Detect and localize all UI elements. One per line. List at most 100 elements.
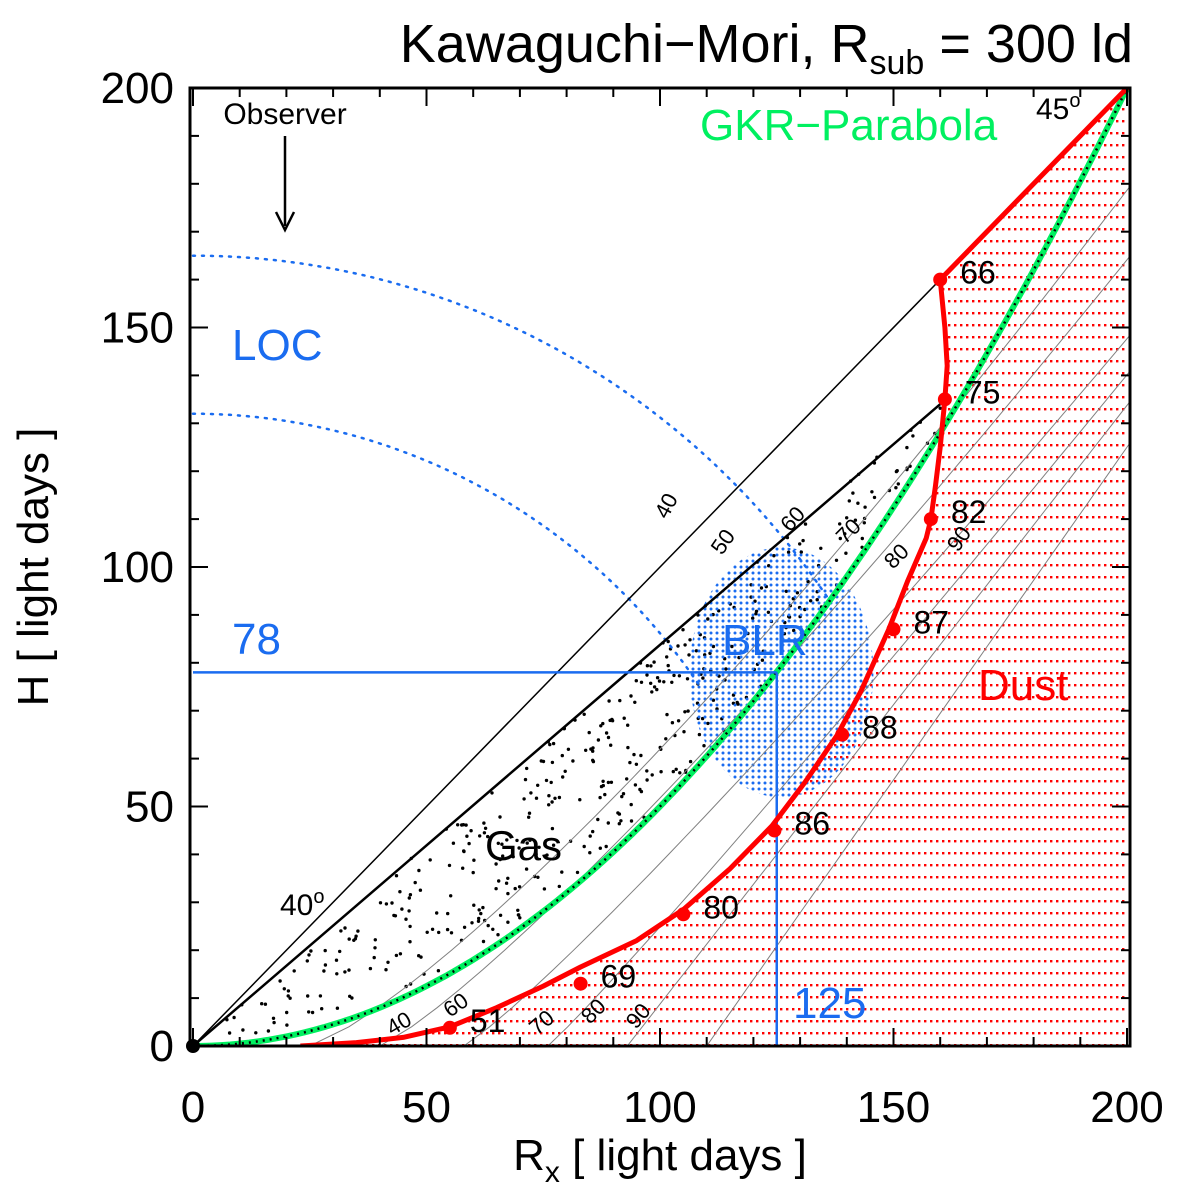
- gas-point: [525, 841, 529, 845]
- gas-point: [604, 731, 609, 735]
- y-tick-label: 0: [150, 1022, 174, 1071]
- gas-point: [650, 773, 654, 777]
- gas-point: [462, 925, 467, 929]
- gas-point: [938, 406, 942, 410]
- inclination-label-70: 70: [831, 514, 866, 549]
- gas-point: [373, 946, 377, 950]
- title-suffix: = 300 ld: [924, 14, 1133, 74]
- gas-point: [500, 842, 504, 846]
- gas-point: [662, 680, 666, 684]
- gas-point: [606, 821, 610, 825]
- gkr-parabola-dots: [192, 88, 1129, 1046]
- gas-point: [506, 920, 510, 924]
- gas-point: [676, 719, 681, 723]
- gas-point: [607, 699, 611, 703]
- gas-point: [445, 927, 450, 932]
- gas-point: [603, 792, 607, 797]
- gas-point: [591, 758, 595, 762]
- gas-point: [430, 927, 435, 931]
- gas-point: [655, 687, 659, 692]
- gas-point: [670, 680, 674, 684]
- gas-point: [688, 759, 693, 764]
- gas-point: [483, 918, 487, 923]
- inclination-curves: [309, 185, 1130, 1046]
- gas-point: [536, 783, 540, 787]
- gas-point: [609, 743, 613, 747]
- gas-point: [542, 887, 547, 891]
- gas-point: [525, 766, 529, 771]
- gas-point: [278, 979, 282, 983]
- gas-point: [798, 542, 802, 546]
- gas-point: [672, 673, 676, 678]
- gas-point: [306, 994, 310, 998]
- gas-point: [518, 916, 522, 920]
- gas-point: [307, 953, 311, 957]
- gas-point: [408, 940, 412, 944]
- gas-point: [819, 546, 823, 550]
- tick-labels: 0 50 100 150 200 0 50 100 150 200: [101, 64, 1164, 1132]
- gas-point: [547, 794, 551, 798]
- gas-point: [407, 909, 411, 913]
- gas-point: [620, 794, 624, 799]
- y-tick-label: 150: [101, 304, 174, 353]
- dust-marker-51: [442, 1020, 457, 1035]
- title-subscript: sub: [870, 44, 925, 82]
- gas-point: [477, 916, 481, 921]
- gas-point: [476, 919, 481, 923]
- gas-point: [469, 829, 473, 833]
- gas-point: [665, 712, 669, 717]
- gas-point: [338, 949, 342, 954]
- gas-point: [617, 822, 621, 826]
- gas-point: [353, 937, 358, 941]
- gas-point: [309, 949, 313, 953]
- gas-point: [390, 901, 394, 905]
- inclination-label-60: 60: [775, 501, 810, 536]
- gas-point: [522, 797, 526, 801]
- gas-point: [386, 960, 390, 964]
- gas-point: [286, 994, 290, 998]
- gas-point: [659, 770, 663, 774]
- x-tick-label: 100: [623, 1083, 696, 1132]
- gas-point: [241, 1028, 245, 1032]
- gas-point: [621, 792, 626, 796]
- gas-point: [400, 907, 404, 911]
- gas-point: [498, 815, 502, 819]
- gas-point: [665, 655, 669, 659]
- gas-point: [652, 685, 657, 689]
- dust-marker-label-87: 87: [914, 604, 950, 640]
- gas-point: [446, 911, 450, 916]
- x-tick-label: 150: [857, 1083, 930, 1132]
- gas-point: [657, 679, 662, 683]
- gas-point: [292, 969, 296, 973]
- dust-marker-label-80: 80: [703, 889, 739, 925]
- gas-point: [368, 966, 373, 971]
- gas-point: [310, 1010, 315, 1015]
- inclination-label-40: 40: [649, 489, 683, 522]
- angle-40-value: 40: [280, 889, 313, 922]
- gas-point: [494, 887, 498, 891]
- gas-point: [384, 902, 389, 906]
- tick-layer: [190, 87, 1130, 1047]
- x-axis-label-suffix: [ light days ]: [560, 1131, 807, 1180]
- gas-point: [498, 913, 503, 917]
- gas-point: [670, 721, 675, 725]
- gas-point: [322, 969, 326, 973]
- gas-point: [803, 522, 808, 526]
- gas-point: [625, 777, 629, 781]
- gas-point: [494, 862, 498, 866]
- y-tick-label: 50: [125, 783, 174, 832]
- gas-point: [523, 777, 528, 782]
- loc-label: LOC: [232, 321, 322, 370]
- gas-point: [601, 721, 605, 726]
- gas-point: [610, 719, 615, 723]
- gas-point: [347, 968, 351, 972]
- gas-point: [392, 913, 396, 918]
- gas-point: [286, 989, 291, 993]
- gas-point: [464, 823, 468, 827]
- gas-point: [272, 1020, 276, 1025]
- x-tick-label: 0: [181, 1083, 205, 1132]
- gas-point: [649, 664, 653, 668]
- gas-point: [232, 1015, 236, 1020]
- gas-point: [862, 521, 866, 525]
- gas-point: [496, 933, 500, 937]
